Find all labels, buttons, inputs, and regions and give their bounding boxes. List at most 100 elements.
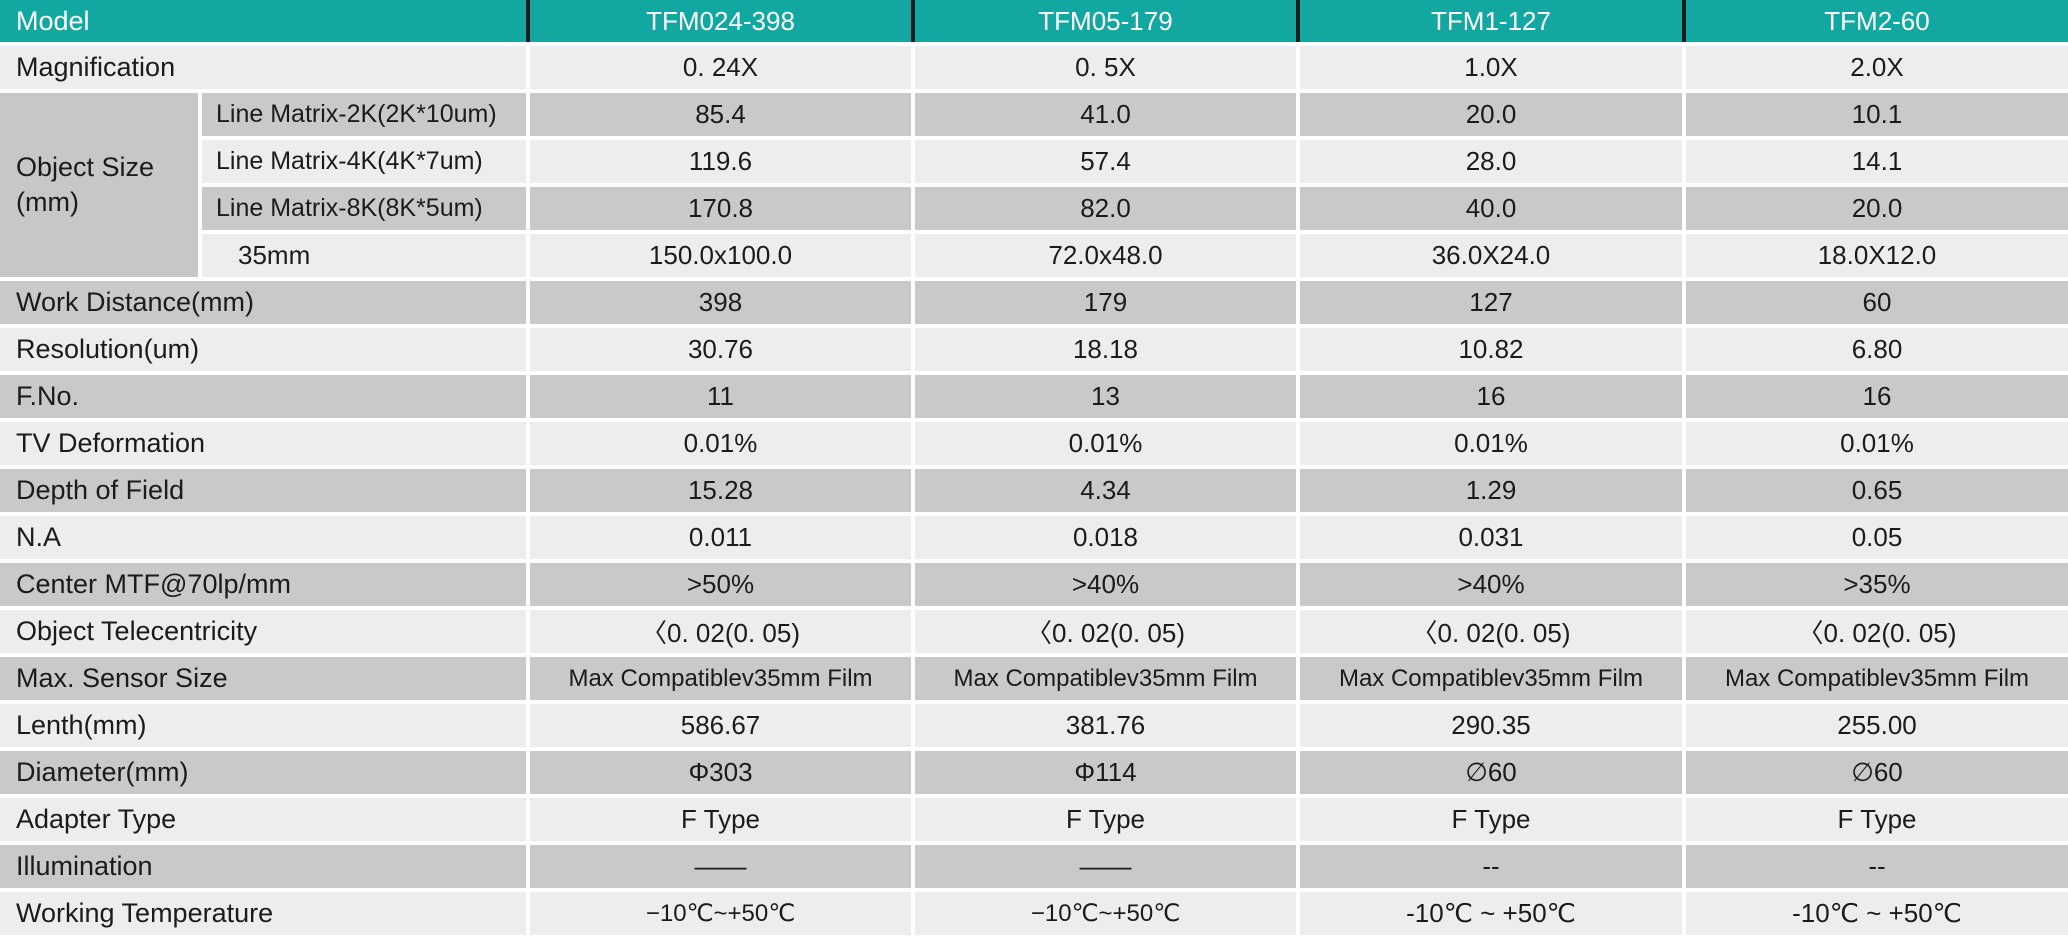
cell-value: Φ114 bbox=[915, 751, 1296, 794]
cell-value: 41.0 bbox=[915, 93, 1296, 136]
cell-value: 290.35 bbox=[1300, 704, 1682, 747]
header-model-tfm2-60: TFM2-60 bbox=[1686, 0, 2068, 42]
cell-value: 179 bbox=[915, 281, 1296, 324]
cell-value: 16 bbox=[1300, 375, 1682, 418]
cell-value: 255.00 bbox=[1686, 704, 2068, 747]
row-label-object-size-group: Object Size (mm) bbox=[0, 93, 198, 277]
sub-row-label-line-matrix-4k: Line Matrix-4K(4K*7um) bbox=[202, 140, 526, 183]
cell-value: -- bbox=[1686, 845, 2068, 888]
cell-value: F Type bbox=[1686, 798, 2068, 841]
cell-value: Φ303 bbox=[530, 751, 911, 794]
cell-value: 0.05 bbox=[1686, 516, 2068, 559]
cell-value: 0.01% bbox=[530, 422, 911, 465]
cell-value: 72.0x48.0 bbox=[915, 234, 1296, 277]
cell-value: Max Compatiblev35mm Film bbox=[915, 657, 1296, 700]
cell-value: 0.011 bbox=[530, 516, 911, 559]
cell-value: 〈0. 02(0. 05) bbox=[1686, 610, 2068, 653]
cell-value: 15.28 bbox=[530, 469, 911, 512]
cell-value: 0. 5X bbox=[915, 46, 1296, 89]
cell-value: 16 bbox=[1686, 375, 2068, 418]
cell-value: 0.01% bbox=[915, 422, 1296, 465]
row-label-magnification: Magnification bbox=[0, 46, 526, 89]
cell-value: 10.82 bbox=[1300, 328, 1682, 371]
row-label-object-telecentricity: Object Telecentricity bbox=[0, 610, 526, 653]
cell-value: F Type bbox=[1300, 798, 1682, 841]
cell-value: 127 bbox=[1300, 281, 1682, 324]
cell-value: F Type bbox=[915, 798, 1296, 841]
cell-value: —— bbox=[530, 845, 911, 888]
cell-value: F Type bbox=[530, 798, 911, 841]
cell-value: −10℃~+50℃ bbox=[915, 892, 1296, 935]
cell-value: 1.0X bbox=[1300, 46, 1682, 89]
cell-value: 20.0 bbox=[1300, 93, 1682, 136]
cell-value: -10℃ ~ +50℃ bbox=[1300, 892, 1682, 935]
cell-value: 170.8 bbox=[530, 187, 911, 230]
cell-value: 0.01% bbox=[1686, 422, 2068, 465]
sub-row-label-line-matrix-2k: Line Matrix-2K(2K*10um) bbox=[202, 93, 526, 136]
cell-value: 398 bbox=[530, 281, 911, 324]
cell-value: 60 bbox=[1686, 281, 2068, 324]
cell-value: 0.01% bbox=[1300, 422, 1682, 465]
cell-value: 0. 24X bbox=[530, 46, 911, 89]
cell-value: 18.0X12.0 bbox=[1686, 234, 2068, 277]
row-label-illumination: Illumination bbox=[0, 845, 526, 888]
cell-value: 14.1 bbox=[1686, 140, 2068, 183]
row-label-f-no: F.No. bbox=[0, 375, 526, 418]
cell-value: >40% bbox=[915, 563, 1296, 606]
cell-value: ∅60 bbox=[1686, 751, 2068, 794]
cell-value: >50% bbox=[530, 563, 911, 606]
cell-value: 10.1 bbox=[1686, 93, 2068, 136]
cell-value: Max Compatiblev35mm Film bbox=[1300, 657, 1682, 700]
cell-value: 0.018 bbox=[915, 516, 1296, 559]
row-label-work-distance: Work Distance(mm) bbox=[0, 281, 526, 324]
cell-value: 82.0 bbox=[915, 187, 1296, 230]
cell-value: -10℃ ~ +50℃ bbox=[1686, 892, 2068, 935]
row-label-na: N.A bbox=[0, 516, 526, 559]
cell-value: 119.6 bbox=[530, 140, 911, 183]
row-label-max-sensor-size: Max. Sensor Size bbox=[0, 657, 526, 700]
cell-value: −10℃~+50℃ bbox=[530, 892, 911, 935]
cell-value: 0.031 bbox=[1300, 516, 1682, 559]
cell-value: 2.0X bbox=[1686, 46, 2068, 89]
cell-value: Max Compatiblev35mm Film bbox=[1686, 657, 2068, 700]
cell-value: 85.4 bbox=[530, 93, 911, 136]
cell-value: 18.18 bbox=[915, 328, 1296, 371]
row-label-lenth: Lenth(mm) bbox=[0, 704, 526, 747]
cell-value: 1.29 bbox=[1300, 469, 1682, 512]
cell-value: 〈0. 02(0. 05) bbox=[530, 610, 911, 653]
row-label-diameter: Diameter(mm) bbox=[0, 751, 526, 794]
header-model-tfm1-127: TFM1-127 bbox=[1300, 0, 1682, 42]
cell-value: 4.34 bbox=[915, 469, 1296, 512]
row-label-working-temperature: Working Temperature bbox=[0, 892, 526, 935]
cell-value: 〈0. 02(0. 05) bbox=[1300, 610, 1682, 653]
cell-value: 0.65 bbox=[1686, 469, 2068, 512]
sub-row-label-35mm: 35mm bbox=[202, 234, 526, 277]
cell-value: ∅60 bbox=[1300, 751, 1682, 794]
sub-row-label-line-matrix-8k: Line Matrix-8K(8K*5um) bbox=[202, 187, 526, 230]
row-label-tv-deformation: TV Deformation bbox=[0, 422, 526, 465]
cell-value: 13 bbox=[915, 375, 1296, 418]
cell-value: 〈0. 02(0. 05) bbox=[915, 610, 1296, 653]
row-label-depth-of-field: Depth of Field bbox=[0, 469, 526, 512]
cell-value: 586.67 bbox=[530, 704, 911, 747]
cell-value: 381.76 bbox=[915, 704, 1296, 747]
cell-value: Max Compatiblev35mm Film bbox=[530, 657, 911, 700]
cell-value: 6.80 bbox=[1686, 328, 2068, 371]
cell-value: 28.0 bbox=[1300, 140, 1682, 183]
cell-value: 57.4 bbox=[915, 140, 1296, 183]
header-model-label: Model bbox=[0, 0, 526, 42]
cell-value: 150.0x100.0 bbox=[530, 234, 911, 277]
header-model-tfm024-398: TFM024-398 bbox=[530, 0, 911, 42]
cell-value: 40.0 bbox=[1300, 187, 1682, 230]
cell-value: >40% bbox=[1300, 563, 1682, 606]
cell-value: -- bbox=[1300, 845, 1682, 888]
cell-value: —— bbox=[915, 845, 1296, 888]
row-label-adapter-type: Adapter Type bbox=[0, 798, 526, 841]
cell-value: 20.0 bbox=[1686, 187, 2068, 230]
row-label-resolution: Resolution(um) bbox=[0, 328, 526, 371]
cell-value: 30.76 bbox=[530, 328, 911, 371]
cell-value: 36.0X24.0 bbox=[1300, 234, 1682, 277]
cell-value: 11 bbox=[530, 375, 911, 418]
cell-value: >35% bbox=[1686, 563, 2068, 606]
